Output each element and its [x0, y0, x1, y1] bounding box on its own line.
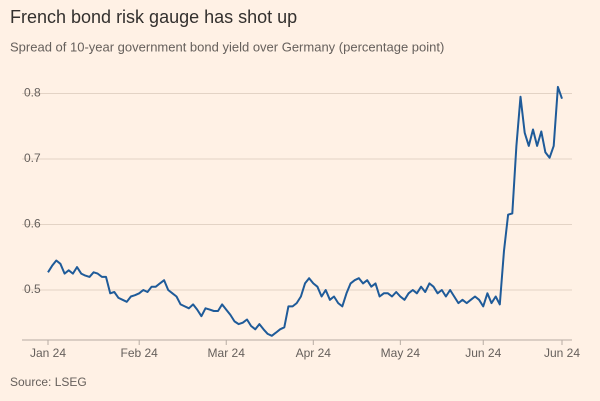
- chart-subtitle: Spread of 10-year government bond yield …: [10, 39, 444, 54]
- x-tick-label: Jun 24: [544, 346, 580, 360]
- x-tick-label: Jan 24: [30, 346, 66, 360]
- y-tick-label: 0.8: [24, 86, 41, 100]
- x-tick-label: May 24: [381, 346, 421, 360]
- x-tick-label: Mar 24: [208, 346, 246, 360]
- x-tick-label: Jun 24: [465, 346, 501, 360]
- source: Source: LSEG: [10, 375, 87, 389]
- x-tick-label: Feb 24: [121, 346, 159, 360]
- chart-title: French bond risk gauge has shot up: [10, 7, 297, 27]
- y-tick-label: 0.5: [24, 282, 41, 296]
- y-tick-label: 0.6: [24, 217, 41, 231]
- line-series: [47, 85, 563, 337]
- x-tick-label: Apr 24: [296, 346, 332, 360]
- y-tick-label: 0.7: [24, 151, 41, 165]
